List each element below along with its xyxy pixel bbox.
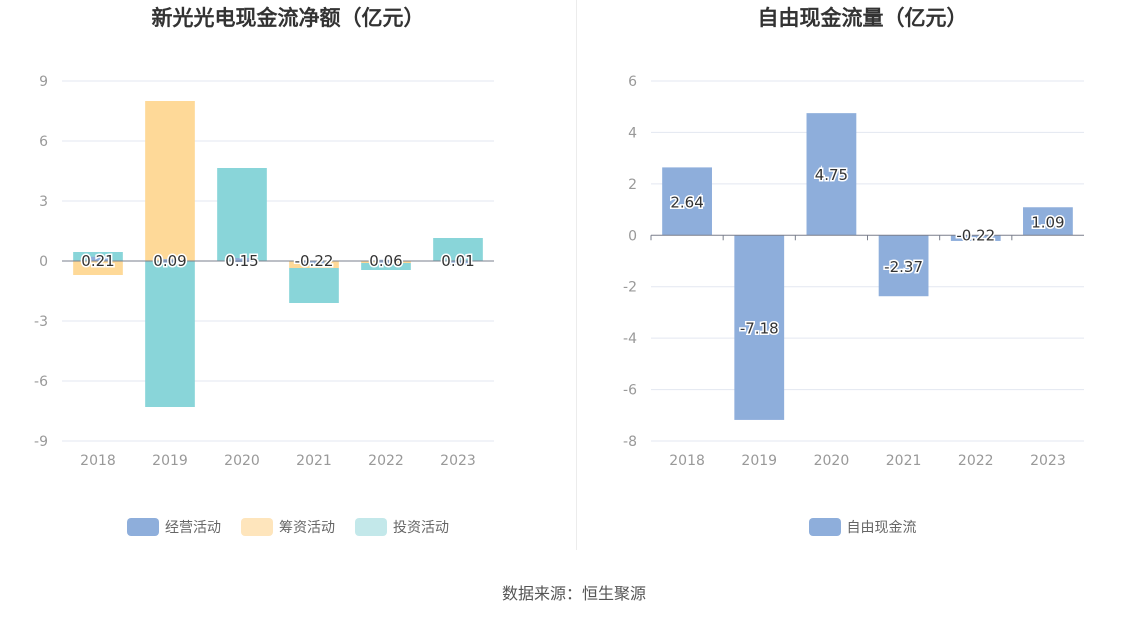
data-label: -7.18 bbox=[740, 320, 779, 338]
legend-label: 经营活动 bbox=[165, 520, 221, 536]
bar bbox=[303, 261, 325, 266]
bar bbox=[289, 268, 339, 303]
data-label: 4.75 bbox=[815, 166, 848, 184]
x-tick-label: 2022 bbox=[368, 453, 404, 469]
bar bbox=[1023, 207, 1073, 236]
y-tick-label: -2 bbox=[623, 280, 637, 296]
y-tick-label: 0 bbox=[39, 254, 48, 270]
legend-label: 自由现金流 bbox=[846, 520, 917, 536]
panel-divider bbox=[576, 0, 577, 550]
legend-swatch bbox=[127, 518, 159, 536]
legend-item[interactable]: 自由现金流 bbox=[808, 517, 917, 537]
x-tick-label: 2023 bbox=[1030, 453, 1066, 469]
legend-swatch bbox=[355, 518, 387, 536]
cash-flow-net-chart: 9 6 3 0 -3 -6 -9 2018 2019 2020 2021 2022 2023 0.21 0.… bbox=[34, 74, 494, 469]
data-label: 0.01 bbox=[441, 252, 474, 270]
data-label: 1.09 bbox=[1031, 213, 1064, 231]
chart-legend: 经营活动 筹资活动 投资活动 bbox=[0, 517, 576, 537]
data-label: 2.64 bbox=[670, 193, 703, 211]
cash-flow-net-chart-panel: 新光光电现金流净额（亿元） 9 6 3 0 -3 -6 -9 2018 2019 2020 2021… bbox=[0, 0, 576, 550]
y-tick-label: -6 bbox=[34, 374, 48, 390]
y-tick-label: 6 bbox=[39, 134, 48, 150]
x-tick-label: 2020 bbox=[814, 453, 850, 469]
bar bbox=[87, 256, 109, 261]
y-tick-label: 6 bbox=[628, 74, 637, 90]
bar bbox=[433, 238, 483, 261]
legend-item[interactable]: 经营活动 bbox=[127, 517, 221, 537]
x-tick-label: 2018 bbox=[80, 453, 116, 469]
x-tick-label: 2018 bbox=[669, 453, 705, 469]
y-tick-label: -8 bbox=[623, 434, 637, 450]
bar bbox=[145, 101, 195, 261]
y-tick-label: 4 bbox=[628, 125, 637, 141]
x-tick-label: 2019 bbox=[741, 453, 777, 469]
y-tick-label: -6 bbox=[623, 383, 637, 399]
y-tick-label: 2 bbox=[628, 177, 637, 193]
bar bbox=[231, 258, 253, 262]
bar bbox=[361, 263, 411, 270]
legend-swatch bbox=[808, 518, 841, 536]
bar bbox=[878, 235, 929, 297]
y-tick-label: -4 bbox=[623, 331, 637, 347]
bar bbox=[447, 260, 469, 265]
x-tick-label: 2020 bbox=[224, 453, 260, 469]
legend-item[interactable]: 投资活动 bbox=[355, 517, 449, 537]
free-cash-flow-chart: 6 4 2 0 -2 -4 -6 -8 2018 2019 2020 2021 2022 2023 2.64… bbox=[623, 74, 1084, 469]
bar bbox=[217, 168, 267, 261]
free-cash-flow-chart-panel: 自由现金流量（亿元） 6 4 2 0 -2 -4 -6 -8 2018 2019 2020 2021 2… bbox=[577, 0, 1148, 550]
bar bbox=[950, 235, 1001, 241]
y-tick-label: -9 bbox=[34, 434, 48, 450]
data-label: -0.22 bbox=[295, 252, 334, 270]
legend-swatch bbox=[241, 518, 273, 536]
data-label: 0.09 bbox=[153, 252, 186, 270]
legend-item[interactable]: 筹资活动 bbox=[241, 517, 335, 537]
x-tick-label: 2019 bbox=[152, 453, 188, 469]
chart-title: 自由现金流量（亿元） bbox=[757, 6, 968, 30]
bar bbox=[145, 261, 195, 407]
y-tick-label: 3 bbox=[39, 194, 48, 210]
y-tick-label: -3 bbox=[34, 314, 48, 330]
data-label: 0.06 bbox=[369, 252, 402, 270]
chart-legend: 自由现金流 bbox=[577, 517, 1148, 537]
x-tick-label: 2022 bbox=[958, 453, 994, 469]
legend-label: 投资活动 bbox=[393, 520, 449, 536]
bar bbox=[806, 113, 857, 236]
data-label: 0.15 bbox=[225, 252, 258, 270]
bar bbox=[73, 261, 123, 275]
data-label: -0.22 bbox=[956, 226, 995, 244]
data-source-note: 数据来源：恒生聚源 bbox=[501, 584, 646, 603]
bar bbox=[375, 259, 397, 264]
chart-title: 新光光电现金流净额（亿元） bbox=[151, 6, 425, 30]
bar bbox=[734, 235, 785, 420]
y-tick-label: 9 bbox=[39, 74, 48, 90]
data-label: 0.21 bbox=[81, 252, 114, 270]
x-tick-label: 2021 bbox=[886, 453, 922, 469]
legend-label: 筹资活动 bbox=[279, 520, 335, 536]
data-label: -2.37 bbox=[884, 258, 923, 276]
x-tick-label: 2023 bbox=[440, 453, 476, 469]
y-tick-label: 0 bbox=[628, 228, 637, 244]
x-tick-label: 2021 bbox=[296, 453, 332, 469]
bar bbox=[662, 167, 712, 236]
bar bbox=[73, 252, 123, 261]
